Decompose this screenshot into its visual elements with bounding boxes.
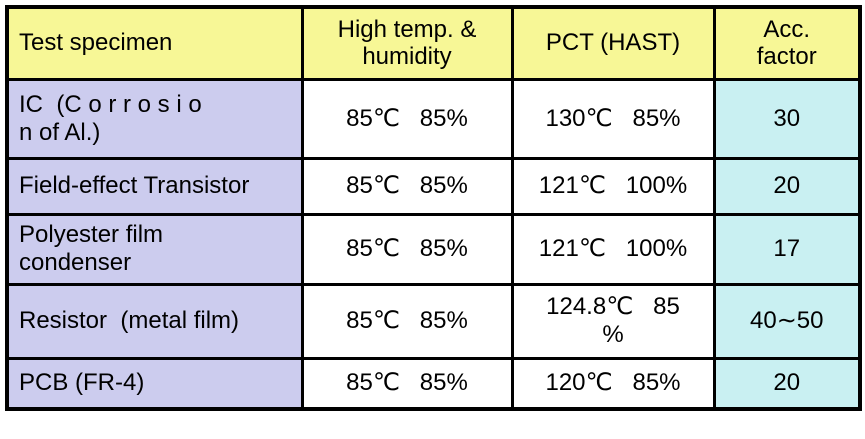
cell-acc-factor: 20 <box>712 356 862 411</box>
acceleration-factor-table: Test specimen High temp. & humidity PCT … <box>5 5 862 411</box>
table-row-ic: IC (C o r r o s i o n of Al.) 85℃ 85% 13… <box>5 77 862 160</box>
cell-pct-hast: 121℃ 100% <box>510 212 716 286</box>
column-header-pct-hast: PCT (HAST) <box>510 5 716 81</box>
cell-specimen: Resistor (metal film) <box>5 282 304 360</box>
table-row-fet: Field-effect Transistor 85℃ 85% 121℃ 100… <box>5 156 862 216</box>
cell-high-temp-humidity: 85℃ 85% <box>300 356 514 411</box>
cell-specimen: IC (C o r r o s i o n of Al.) <box>5 77 304 160</box>
table-row-resistor: Resistor (metal film) 85℃ 85% 124.8℃ 85 … <box>5 282 862 360</box>
cell-pct-hast: 120℃ 85% <box>510 356 716 411</box>
cell-acc-factor: 17 <box>712 212 862 286</box>
table-header-row: Test specimen High temp. & humidity PCT … <box>5 5 862 81</box>
column-header-test-specimen: Test specimen <box>5 5 304 81</box>
column-header-acc-factor: Acc. factor <box>712 5 862 81</box>
cell-acc-factor: 20 <box>712 156 862 216</box>
cell-acc-factor: 40∼50 <box>712 282 862 360</box>
cell-high-temp-humidity: 85℃ 85% <box>300 77 514 160</box>
cell-acc-factor: 30 <box>712 77 862 160</box>
cell-specimen: PCB (FR-4) <box>5 356 304 411</box>
table-row-pcb: PCB (FR-4) 85℃ 85% 120℃ 85% 20 <box>5 356 862 411</box>
cell-specimen: Polyester film condenser <box>5 212 304 286</box>
cell-pct-hast: 130℃ 85% <box>510 77 716 160</box>
cell-pct-hast: 121℃ 100% <box>510 156 716 216</box>
cell-high-temp-humidity: 85℃ 85% <box>300 212 514 286</box>
column-header-high-temp-humidity: High temp. & humidity <box>300 5 514 81</box>
cell-high-temp-humidity: 85℃ 85% <box>300 156 514 216</box>
table-row-polyester: Polyester film condenser 85℃ 85% 121℃ 10… <box>5 212 862 286</box>
cell-pct-hast: 124.8℃ 85 % <box>510 282 716 360</box>
cell-specimen: Field-effect Transistor <box>5 156 304 216</box>
cell-high-temp-humidity: 85℃ 85% <box>300 282 514 360</box>
